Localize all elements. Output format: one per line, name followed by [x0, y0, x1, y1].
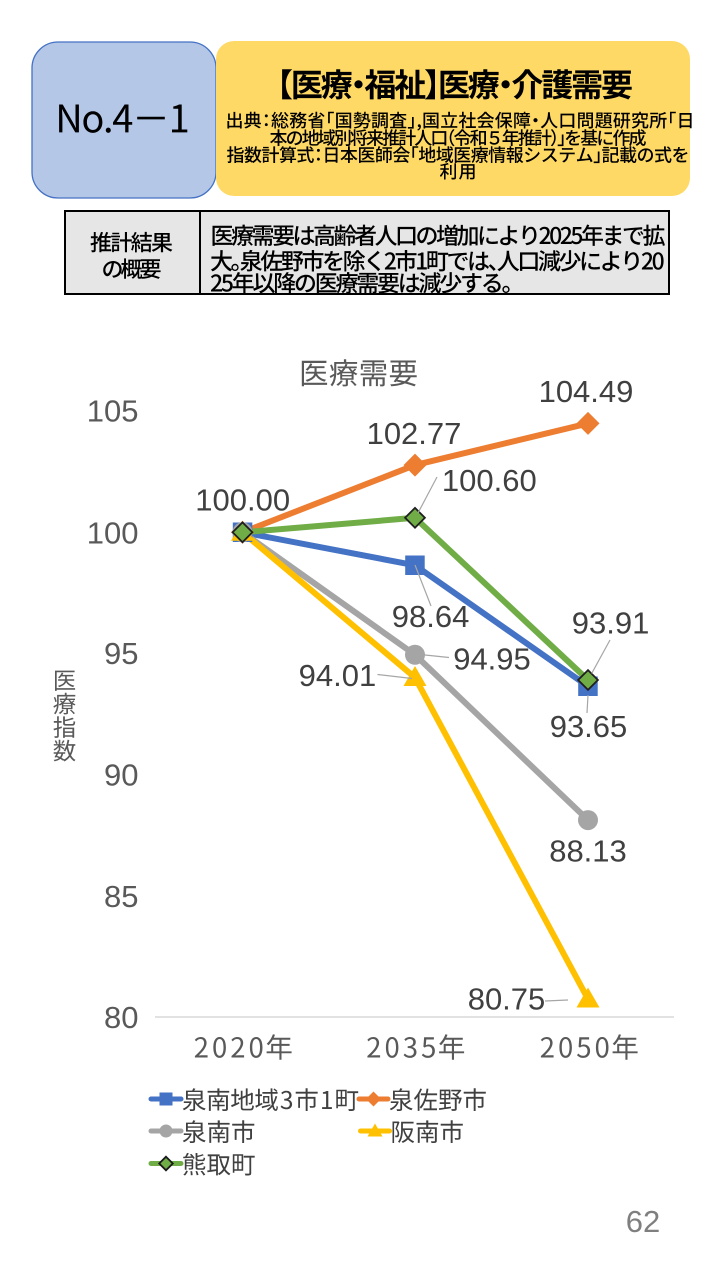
svg-text:88.13: 88.13	[549, 834, 627, 869]
svg-text:93.65: 93.65	[550, 709, 628, 744]
svg-text:104.49: 104.49	[539, 374, 634, 409]
svg-text:98.64: 98.64	[392, 599, 470, 634]
svg-text:100.60: 100.60	[442, 463, 537, 498]
svg-text:95: 95	[104, 636, 138, 671]
svg-text:94.95: 94.95	[453, 642, 531, 677]
svg-text:94.01: 94.01	[299, 658, 377, 693]
svg-text:80: 80	[104, 1000, 138, 1035]
svg-text:100.00: 100.00	[195, 483, 290, 518]
svg-text:93.91: 93.91	[572, 606, 650, 641]
svg-text:62: 62	[626, 1204, 660, 1239]
svg-text:102.77: 102.77	[367, 416, 462, 451]
svg-text:90: 90	[104, 758, 138, 793]
svg-text:80.75: 80.75	[468, 982, 546, 1017]
svg-text:105: 105	[87, 394, 139, 429]
svg-text:100: 100	[87, 515, 139, 550]
svg-text:85: 85	[104, 879, 138, 914]
